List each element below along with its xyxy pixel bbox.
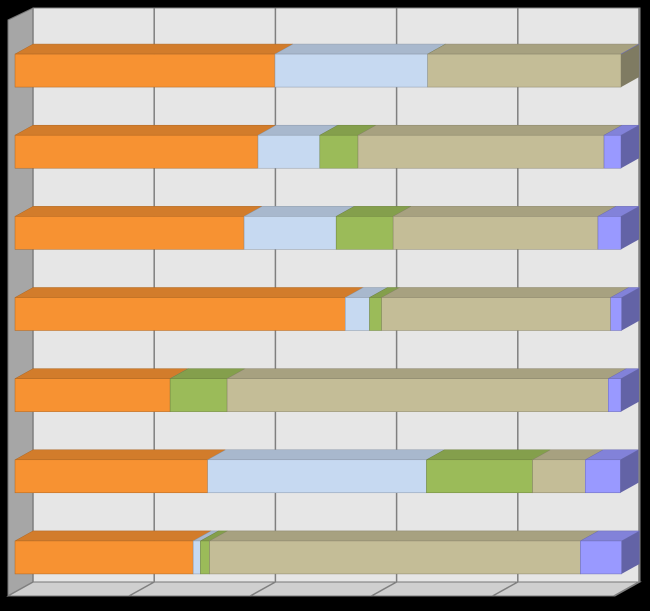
bar [532,459,586,494]
bar-top [426,43,640,55]
bar-side [621,206,639,250]
bar [584,459,621,494]
bar-top [14,206,264,217]
bar-top [206,449,446,461]
bar-top [14,368,190,379]
bar-top [14,287,365,298]
bar [207,459,427,494]
bar-top [425,449,552,461]
bar-top [14,530,213,542]
bar-side [621,530,640,574]
bar-top [14,449,227,461]
bar-top [243,206,356,217]
bar [274,53,428,88]
bar [14,297,346,331]
bar [357,134,605,169]
floor-grid-line [371,581,397,597]
bar-top [380,287,630,298]
bar [597,216,622,250]
bar-top [620,43,640,55]
bar [345,297,370,331]
bar-side [621,125,639,169]
bar [319,134,359,169]
bar [209,540,581,575]
bar [14,53,276,88]
floor-grid-line [128,581,155,597]
bar-top [208,530,600,542]
floor-grid-line [492,581,519,597]
bar [427,53,622,88]
bar [369,297,382,331]
bar-side [621,287,640,331]
bar [14,540,194,575]
bar [603,134,622,169]
bar [392,216,599,250]
bar [608,378,622,412]
bar [610,297,622,331]
floor-grid-line [613,581,640,597]
bar-top [14,43,294,55]
bar [335,216,394,250]
bar-side [620,449,639,493]
bar [426,459,533,494]
bar-top [226,368,628,379]
floor-grid-line [249,581,276,597]
bar [14,134,259,169]
bar [226,378,609,412]
bar [169,378,228,412]
bar-side [621,44,639,88]
bar [580,540,622,575]
bar [257,134,321,169]
floor-grid-line [7,581,34,597]
bar [192,540,201,575]
bar-side [621,368,639,412]
bar [381,297,611,331]
bar [14,378,171,412]
bar-top [14,124,277,136]
floor [6,581,642,597]
bar [14,216,245,250]
bar-top [357,124,623,136]
bar [14,459,208,494]
bar-top [392,206,617,217]
bar-top [274,43,447,55]
bar [243,216,337,250]
bar [200,540,210,575]
